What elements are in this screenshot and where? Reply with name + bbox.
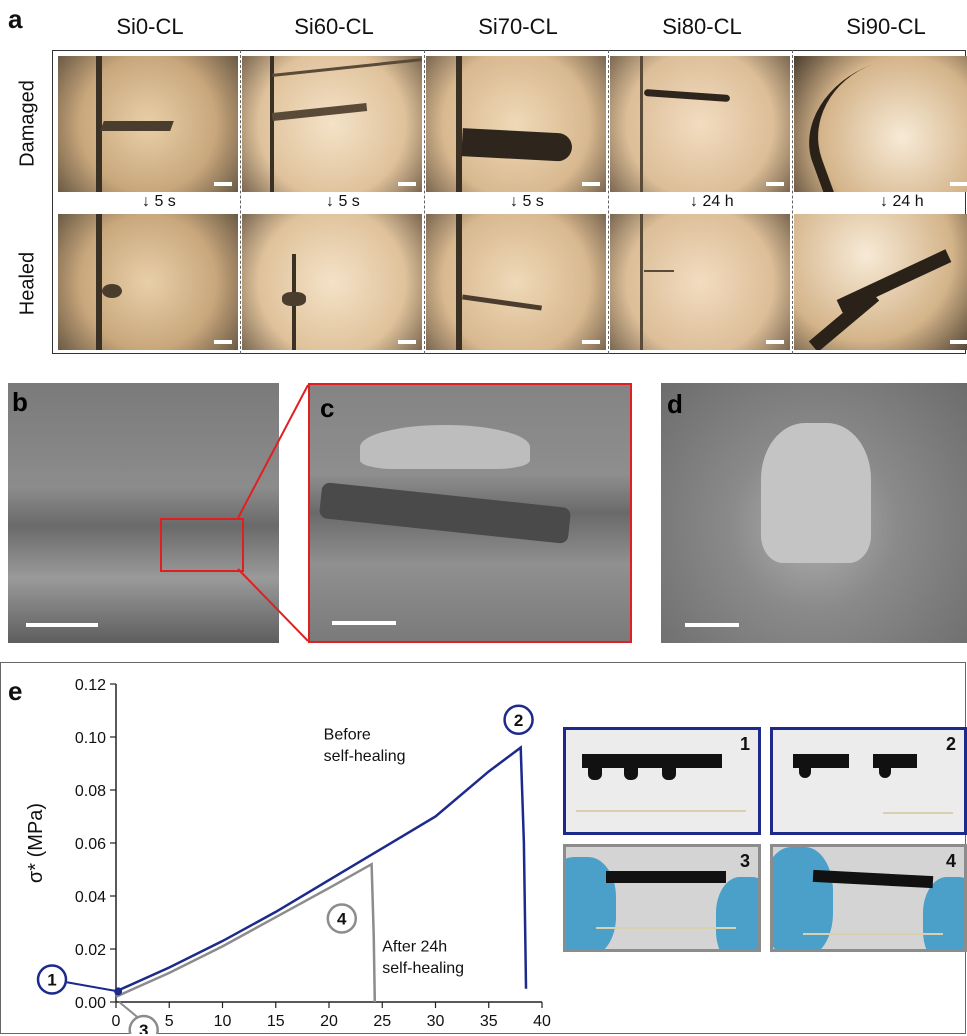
healing-time-si70: ↓ 5 s — [510, 193, 544, 210]
marker-label-3: 3 — [139, 1021, 148, 1034]
marker-1-connector — [65, 981, 119, 993]
micrograph-si90-damaged — [794, 56, 967, 192]
healing-time-si0: ↓ 5 s — [142, 193, 176, 210]
sem-image-c: c — [308, 383, 632, 643]
marker-label-2: 2 — [514, 711, 523, 730]
sample-photo-3: 3 — [563, 844, 761, 952]
marker-circle-2 — [503, 704, 534, 736]
y-tick-label: 0.00 — [75, 995, 106, 1012]
x-tick-label: 0 — [112, 1013, 121, 1030]
chart-annotations: Before self-healing After 24h self-healing 1… — [36, 704, 534, 1034]
photo-number: 4 — [945, 851, 956, 871]
micrograph-si80-damaged — [610, 56, 790, 192]
x-tick-label: 5 — [165, 1013, 174, 1030]
y-tick-label: 0.06 — [75, 836, 106, 853]
sem-image-b: b — [8, 383, 279, 643]
healing-time-si80: ↓ 24 h — [690, 193, 734, 210]
x-tick-label: 40 — [533, 1013, 551, 1030]
annotation-before-line2: self-healing — [324, 748, 406, 765]
column-title-si0: Si0-CL — [116, 14, 184, 39]
y-axis-label: σ* (MPa) — [25, 803, 47, 883]
marker-circle-4 — [326, 903, 358, 934]
micrograph-si80-healed — [610, 214, 790, 350]
series-before-healing — [115, 745, 528, 993]
zoom-connector — [237, 384, 309, 642]
chart-series — [114, 745, 528, 1003]
y-tick-label: 0.12 — [75, 677, 106, 694]
panel-label-b: b — [12, 387, 28, 417]
panel-label-c: c — [320, 393, 335, 423]
micrograph-si70-damaged — [426, 56, 606, 192]
column-title-si60: Si60-CL — [294, 14, 374, 39]
marker-label-1: 1 — [47, 970, 56, 989]
column-divider — [792, 50, 793, 354]
sem-image-d: d — [661, 383, 967, 643]
micrograph-si70-healed — [426, 214, 606, 350]
y-tick-label: 0.08 — [75, 783, 106, 800]
photo-number: 2 — [945, 734, 956, 754]
zoom-box — [160, 518, 244, 572]
marker-label-4: 4 — [337, 910, 347, 929]
annotation-after-line1: After 24h — [382, 939, 447, 956]
column-title-si90: Si90-CL — [846, 14, 926, 39]
sample-photo-1: 1 — [563, 727, 761, 835]
scale-bar — [26, 623, 98, 627]
y-tick-label: 0.04 — [75, 889, 106, 906]
marker-circle-3 — [128, 1014, 159, 1034]
photo-number: 3 — [739, 851, 750, 871]
scale-bar — [685, 623, 739, 627]
annotation-after-line2: self-healing — [382, 960, 464, 977]
micrograph-si0-damaged — [58, 56, 238, 192]
marker-circle-1 — [36, 964, 68, 995]
photo-number: 1 — [739, 734, 750, 754]
healing-time-si90: ↓ 24 h — [880, 193, 924, 210]
column-divider — [424, 50, 425, 354]
y-tick-label: 0.10 — [75, 730, 106, 747]
annotation-before-line1: Before — [324, 727, 371, 744]
panel-a-frame — [52, 50, 966, 354]
micrograph-si60-healed — [242, 214, 422, 350]
column-title-si80: Si80-CL — [662, 14, 742, 39]
stress-strain-chart: 0 5 10 15 20 25 30 35 40 0.00 0.02 0.04 0.06 0.08 0.10… — [25, 677, 551, 1034]
start-point — [114, 987, 123, 996]
row-label-damaged: Damaged — [16, 80, 39, 167]
y-tick-label: 0.02 — [75, 942, 106, 959]
micrograph-si0-healed — [58, 214, 238, 350]
x-tick-label: 10 — [214, 1013, 232, 1030]
micrograph-si60-damaged — [242, 56, 422, 192]
sample-photo-4: 4 — [770, 844, 967, 952]
marker-3-connector — [118, 1001, 138, 1018]
panel-label-e: e — [8, 676, 23, 706]
panel-label-a: a — [8, 4, 23, 34]
x-tick-label: 20 — [320, 1013, 338, 1030]
series-after-healing — [115, 862, 377, 1003]
row-label-healed: Healed — [16, 251, 39, 316]
x-tick-label: 35 — [480, 1013, 498, 1030]
chart-ticks: 0 5 10 15 20 25 30 35 40 0.00 0.02 0.04 0.06 0.08 0.10… — [25, 677, 551, 1030]
panel-label-d: d — [667, 389, 683, 419]
column-divider — [608, 50, 609, 354]
column-title-si70: Si70-CL — [478, 14, 558, 39]
column-divider — [240, 50, 241, 354]
x-tick-label: 15 — [267, 1013, 285, 1030]
healing-time-si60: ↓ 5 s — [326, 193, 360, 210]
sample-photo-2: 2 — [770, 727, 967, 835]
x-tick-label: 25 — [373, 1013, 391, 1030]
micrograph-si90-healed — [794, 214, 967, 350]
scale-bar — [332, 621, 396, 625]
x-tick-label: 30 — [427, 1013, 445, 1030]
